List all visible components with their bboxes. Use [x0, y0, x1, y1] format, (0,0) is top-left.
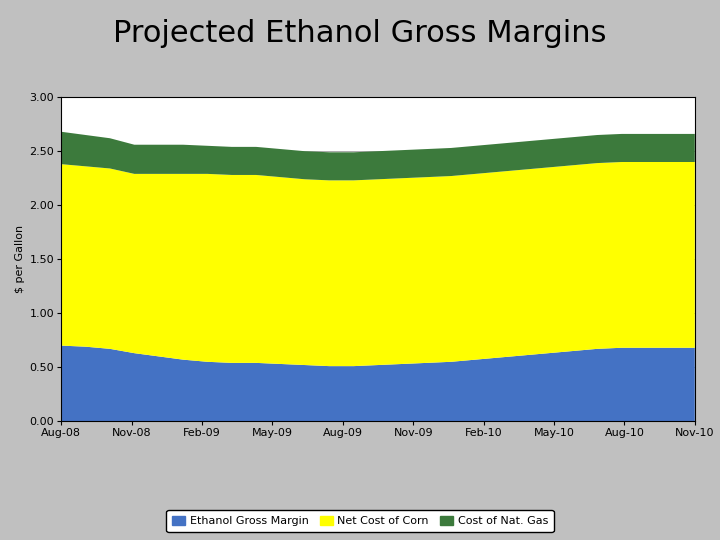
Y-axis label: $ per Gallon: $ per Gallon: [15, 225, 25, 293]
Legend: Ethanol Gross Margin, Net Cost of Corn, Cost of Nat. Gas: Ethanol Gross Margin, Net Cost of Corn, …: [166, 510, 554, 532]
Text: Projected Ethanol Gross Margins: Projected Ethanol Gross Margins: [113, 19, 607, 48]
